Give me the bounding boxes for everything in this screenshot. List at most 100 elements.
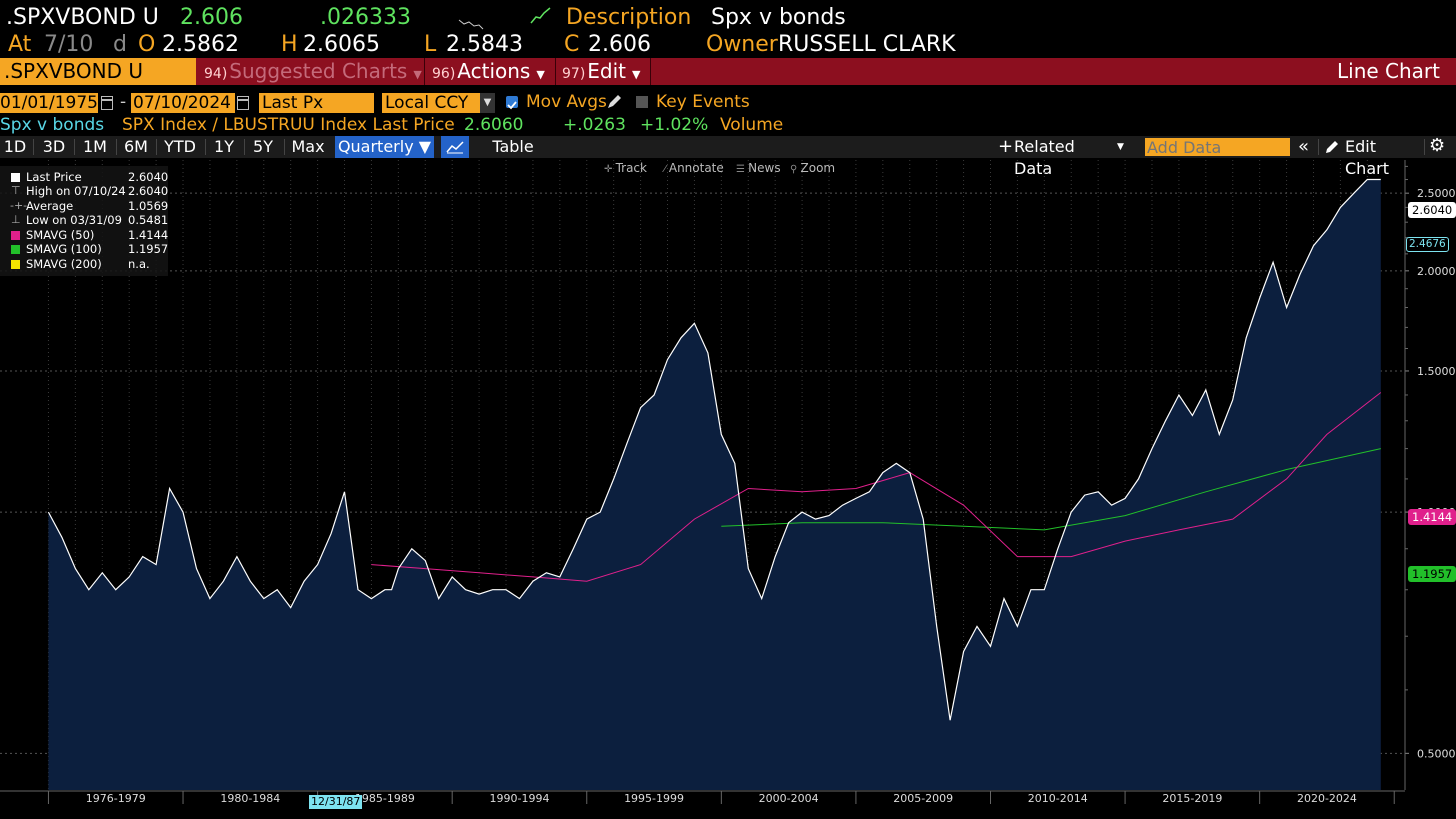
y-tick-label: 0.5000 xyxy=(1417,747,1456,760)
legend-row-last-price: Last Price 2.6040 xyxy=(0,170,168,184)
x-tick-label: 1980-1984 xyxy=(220,792,280,805)
x-tick-label: 2010-2014 xyxy=(1028,792,1088,805)
chevron-down-icon: ▼ xyxy=(536,68,545,81)
legend-value: 1.1957 xyxy=(128,242,169,256)
annotate-tool[interactable]: ⁄ Annotate xyxy=(664,161,724,176)
range-ytd-button[interactable]: YTD xyxy=(164,137,196,156)
range-1y-button[interactable]: 1Y xyxy=(214,137,234,156)
start-date-field[interactable]: 01/01/1975 xyxy=(0,93,98,113)
range-6m-button[interactable]: 6M xyxy=(124,137,148,156)
last-price-line xyxy=(47,178,1381,721)
smavg-50-line xyxy=(371,392,1382,582)
news-label: News xyxy=(748,161,781,175)
pencil-icon[interactable] xyxy=(606,94,622,110)
range-1m-button[interactable]: 1M xyxy=(83,137,107,156)
toolbar-divider xyxy=(244,139,245,155)
open-label: O xyxy=(138,32,156,57)
series-net-change: +.0263 xyxy=(563,115,626,135)
menu-divider xyxy=(424,58,425,85)
description-value: Spx v bonds xyxy=(711,5,846,30)
plus-icon: + xyxy=(998,136,1014,157)
header-change: .026333 xyxy=(320,5,411,30)
date-range-dash: - xyxy=(120,92,127,112)
legend-label: Last Price xyxy=(26,170,82,184)
smavg-100-swatch xyxy=(11,245,20,254)
track-label: Track xyxy=(615,161,647,175)
calendar-icon[interactable] xyxy=(101,96,113,110)
range-max-button[interactable]: Max xyxy=(291,137,325,156)
suggested-charts-menu[interactable]: 94) Suggested Charts ▼ xyxy=(204,58,422,85)
actions-menu[interactable]: 96) Actions ▼ xyxy=(432,58,545,85)
period-quarterly-dropdown[interactable]: Quarterly ▼ xyxy=(335,136,434,158)
range-1d-button[interactable]: 1D xyxy=(3,137,27,156)
edit-menu[interactable]: 97) Edit ▼ xyxy=(562,58,640,85)
x-tick-label: 2000-2004 xyxy=(759,792,819,805)
legend-label: SMAVG (200) xyxy=(26,257,102,271)
chart-type-title: Line Chart xyxy=(1337,59,1440,83)
high-label: H xyxy=(281,32,298,57)
smavg-50-swatch xyxy=(11,231,20,240)
security-ticker-field[interactable]: .SPXVBOND U Index xyxy=(0,58,196,110)
legend-value: 1.4144 xyxy=(128,228,169,242)
chevron-down-icon: ▼ xyxy=(413,68,422,81)
edit-chart-button[interactable]: Edit Chart xyxy=(1345,137,1389,178)
d-label: d xyxy=(113,32,127,57)
toolbar-divider xyxy=(33,139,34,155)
checkmark-icon xyxy=(507,101,517,110)
zoom-tool[interactable]: ⚲ Zoom xyxy=(790,161,835,176)
toolbar-divider xyxy=(156,139,157,155)
news-tool[interactable]: ☰ News xyxy=(736,161,781,176)
news-list-icon: ☰ xyxy=(736,164,749,175)
last-price-tag: 2.6040 xyxy=(1408,202,1456,218)
table-view-button[interactable]: Table xyxy=(492,137,534,156)
menu-divider xyxy=(650,58,651,85)
header-ticker: .SPXVBOND U xyxy=(6,5,159,30)
y-tick-label: 1.5000 xyxy=(1417,365,1456,378)
range-3d-button[interactable]: 3D xyxy=(42,137,66,156)
menu-bar: .SPXVBOND U Index 94)Suggested Charts ▼ 9… xyxy=(0,58,1456,110)
at-date: 7/10 xyxy=(44,32,94,57)
related-data-dropdown[interactable]: Related Data xyxy=(1014,137,1075,178)
end-date-field[interactable]: 07/10/2024 xyxy=(131,93,235,113)
at-label: At xyxy=(8,32,32,57)
low-label: L xyxy=(424,32,437,57)
owner-label: Owner xyxy=(706,32,778,57)
currency-selector[interactable]: Local CCY xyxy=(382,93,480,113)
legend-label: Average xyxy=(26,199,74,213)
gear-icon[interactable]: ⚙ xyxy=(1429,135,1446,156)
smavg-50-tag: 1.4144 xyxy=(1408,509,1456,525)
legend-row-low: ⊥ Low on 03/31/09 0.5481 xyxy=(0,213,168,227)
collapse-double-chevron-icon[interactable]: « xyxy=(1298,136,1310,157)
edit-label: Edit xyxy=(587,59,627,83)
x-tick-label: 2015-2019 xyxy=(1162,792,1222,805)
smavg-100-line xyxy=(721,448,1381,531)
zoom-label: Zoom xyxy=(800,161,836,175)
currency-dropdown-chevron-icon[interactable]: ▼ xyxy=(480,93,495,113)
draw-line-icon: ⁄ xyxy=(664,164,669,175)
pencil-icon xyxy=(1326,141,1338,153)
x-axis: 1976-1979 1980-1984 1985-1989 1990-1994 1995… xyxy=(0,790,1405,805)
track-tool[interactable]: ✛ Track xyxy=(604,161,647,176)
toolbar-divider xyxy=(205,139,206,155)
crosshair-value-tag: 2.4676 xyxy=(1406,237,1449,252)
range-5y-button[interactable]: 5Y xyxy=(253,137,273,156)
suggested-charts-label: Suggested Charts xyxy=(229,59,408,83)
owner-value: RUSSELL CLARK xyxy=(778,32,956,57)
menu-divider xyxy=(555,58,556,85)
calendar-icon[interactable] xyxy=(237,96,249,110)
close-value: 2.606 xyxy=(588,32,651,57)
field-selector[interactable]: Last Px xyxy=(259,93,374,113)
y-tick-label: 2.5000 xyxy=(1417,187,1456,200)
legend-row-smavg-100: SMAVG (100) 1.1957 xyxy=(0,242,168,256)
close-label: C xyxy=(564,32,580,57)
line-chart-style-button[interactable] xyxy=(441,136,469,158)
toolbar-divider xyxy=(284,139,285,155)
add-data-input[interactable] xyxy=(1145,138,1290,156)
x-tick-label: 1985-1989 xyxy=(355,792,415,805)
key-events-checkbox[interactable] xyxy=(636,96,648,108)
legend-row-smavg-50: SMAVG (50) 1.4144 xyxy=(0,228,168,242)
header-last-price: 2.606 xyxy=(180,5,243,30)
magnifier-icon: ⚲ xyxy=(790,164,801,175)
mov-avgs-checkbox[interactable] xyxy=(506,96,518,110)
